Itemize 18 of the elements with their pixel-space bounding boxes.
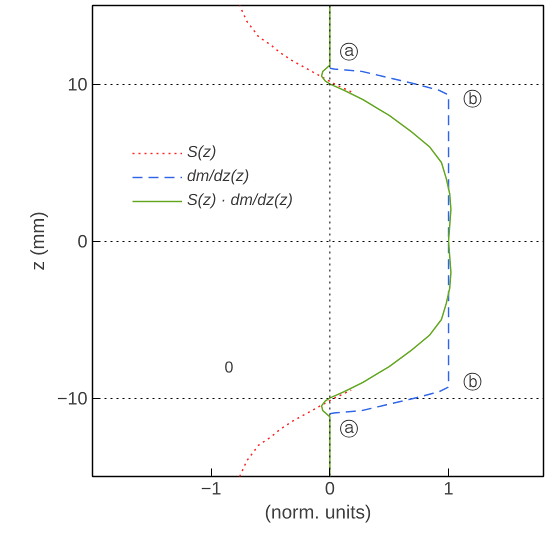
x-tick-label: −1 <box>200 478 222 498</box>
annotation: ⓐ <box>339 42 358 64</box>
y-tick-label: −10 <box>56 388 88 408</box>
x-tick-label: 0 <box>324 478 335 498</box>
x-tick-label: 1 <box>444 478 454 498</box>
y-tick-label: 10 <box>67 74 88 94</box>
x-axis-title: (norm. units) <box>264 502 372 524</box>
annotation: ⓑ <box>462 371 482 394</box>
annotation: ⓐ <box>339 418 358 440</box>
legend-label: dm/dz(z) <box>187 168 250 186</box>
legend-label: S(z) · dm/dz(z) <box>187 192 293 210</box>
legend-label: S(z) <box>187 144 216 162</box>
y-tick-label: 0 <box>77 232 88 252</box>
annotation: 0 <box>224 360 234 377</box>
line-series <box>329 68 450 414</box>
y-axis-title: z (mm) <box>28 211 49 271</box>
line-series <box>320 6 452 476</box>
annotation: ⓑ <box>462 88 482 111</box>
